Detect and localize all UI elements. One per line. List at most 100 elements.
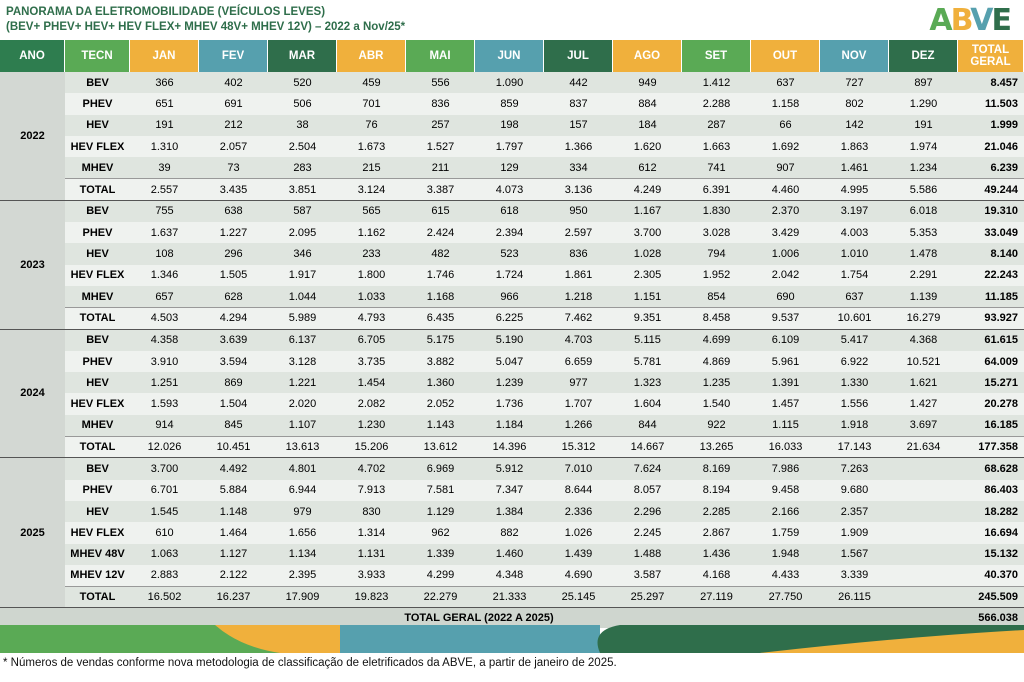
title-line-1: PANORAMA DA ELETROMOBILIDADE (VEÍCULOS L… [6,6,326,18]
month-cell: 27.119 [700,591,733,604]
table-row: MHEV 12V 2.883 2.122 2.395 3.933 4.299 4.348 4.… [65,564,1024,587]
row-total-cell: 1.999 [990,119,1018,132]
month-cell: 76 [365,119,378,132]
month-cell: 1.478 [909,248,938,261]
table-row: TOTAL 16.502 16.237 17.909 19.823 22.279 21.33… [65,586,1024,608]
month-cell: 637 [845,290,864,303]
month-cell: 977 [569,376,588,389]
month-cell: 1.221 [288,376,317,389]
month-cell: 1.457 [771,398,800,411]
row-total-cell: 61.615 [984,334,1018,347]
month-cell: 4.503 [150,312,179,325]
month-cell: 2.867 [702,526,731,539]
month-cell: 794 [707,248,726,261]
table-row: TOTAL 2.557 3.435 3.851 3.124 3.387 4.073 3.136… [65,178,1024,200]
month-cell: 1.754 [840,269,869,282]
month-cell: 1.167 [633,205,662,218]
table-row: PHEV 651 691 506 701 836 859 837 884 2.288 1.158 80… [65,93,1024,115]
row-total-cell: 11.185 [984,290,1018,303]
month-cell: 73 [227,161,240,174]
page-title: PANORAMA DA ELETROMOBILIDADE (VEÍCULOS L… [6,5,405,35]
month-cell: 233 [362,248,381,261]
month-cell: 2.082 [357,398,386,411]
table-row: MHEV 48V 1.063 1.127 1.134 1.131 1.339 1.460 1.… [65,543,1024,565]
tecn-cell: TOTAL [79,183,116,196]
month-cell: 1.663 [702,140,731,153]
month-cell [889,458,958,479]
month-cell: 1.366 [564,140,593,153]
month-cell: 287 [707,119,726,132]
month-cell: 2.166 [771,505,800,518]
month-cell: 2.122 [219,569,248,582]
month-cell: 7.010 [564,462,593,475]
month-cell: 17.143 [837,441,872,454]
month-cell: 4.249 [633,183,662,196]
month-cell [889,522,958,543]
month-cell: 5.353 [909,226,938,239]
month-cell: 1.239 [495,376,524,389]
month-cell: 3.933 [357,569,386,582]
month-cell: 2.095 [288,226,317,239]
month-cell: 556 [431,76,450,89]
month-cell: 914 [155,419,174,432]
month-cell: 2.357 [840,505,869,518]
tecn-cell: HEV FLEX [70,269,125,282]
month-cell [889,544,958,565]
month-cell: 1.556 [840,398,869,411]
month-cell: 26.115 [838,591,871,604]
month-cell: 6.137 [288,334,317,347]
month-cell: 25.145 [561,591,596,604]
month-cell: 211 [431,161,450,174]
month-cell: 6.435 [426,312,455,325]
month-cell: 3.429 [771,226,800,239]
month-cell: 5.989 [288,312,317,325]
row-total-cell: 11.503 [984,97,1018,110]
month-cell: 587 [293,205,312,218]
month-cell: 2.597 [564,226,593,239]
month-cell: 1.673 [357,140,386,153]
month-cell: 869 [224,376,243,389]
month-cell: 4.073 [495,183,524,196]
month-cell: 1.168 [426,290,455,303]
month-cell: 1.026 [564,526,593,539]
month-cell: 4.168 [702,569,731,582]
month-cell: 1.621 [909,376,938,389]
month-cell: 212 [224,119,243,132]
year-group-2025: 2025 BEV 3.700 4.492 4.801 4.702 6.969 5.912 7.0… [0,458,1024,609]
month-cell: 523 [500,248,519,261]
table-row: PHEV 6.701 5.884 6.944 7.913 7.581 7.347 8.644 8… [65,479,1024,501]
month-cell: 979 [293,505,312,518]
month-cell: 5.115 [634,334,661,347]
month-cell: 1.427 [909,398,938,411]
month-cell: 506 [293,97,312,110]
month-cell: 296 [224,248,243,261]
month-cell: 2.288 [702,97,731,110]
month-cell: 701 [362,97,381,110]
tecn-cell: MHEV [81,161,114,174]
column-header: MAI [406,40,475,72]
month-cell: 5.586 [909,183,938,196]
month-cell: 836 [569,248,588,261]
month-cell: 6.659 [564,355,593,368]
month-cell: 1.412 [702,76,731,89]
tecn-cell: MHEV [81,290,114,303]
month-cell: 1.139 [909,290,938,303]
month-cell: 8.644 [564,484,593,497]
year-cell: 2024 [0,329,65,458]
month-cell: 16.502 [147,591,182,604]
month-cell: 802 [845,97,864,110]
month-cell: 215 [362,161,381,174]
month-cell: 3.128 [288,355,317,368]
month-cell: 6.701 [150,484,179,497]
month-cell: 1.759 [771,526,800,539]
month-cell: 2.052 [426,398,455,411]
row-total-cell: 40.370 [984,569,1018,582]
table-row: TOTAL 12.026 10.451 13.613 15.206 13.612 14.39… [65,436,1024,458]
month-cell: 6.018 [909,205,938,218]
month-cell: 15.206 [354,441,389,454]
tecn-cell: PHEV [82,226,113,239]
column-header: OUT [751,40,820,72]
month-cell: 16.033 [768,441,803,454]
month-cell: 4.368 [909,334,938,347]
month-cell: 520 [293,76,312,89]
